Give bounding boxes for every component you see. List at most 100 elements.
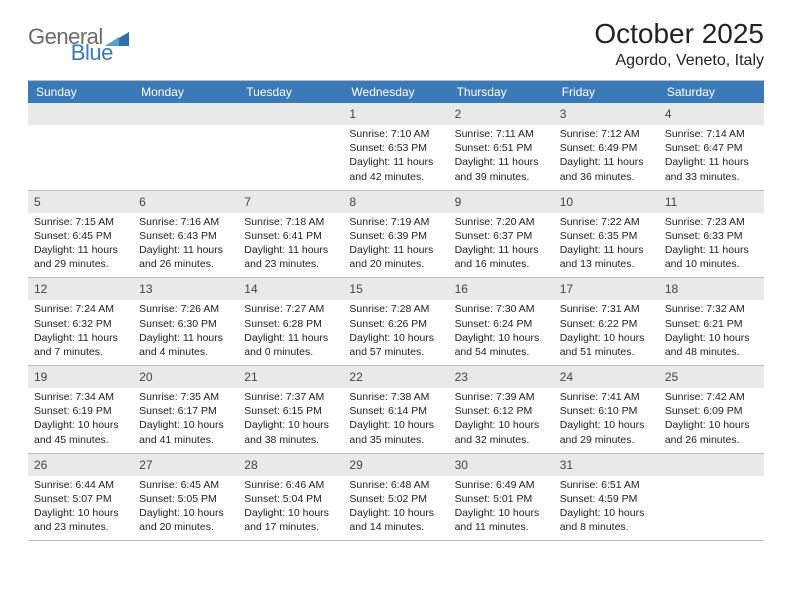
daylight-line: Daylight: 11 hours: [349, 243, 442, 257]
sunrise-line: Sunrise: 7:37 AM: [244, 390, 337, 404]
day-number-bar: 12: [28, 278, 133, 300]
day-cell: 10Sunrise: 7:22 AMSunset: 6:35 PMDayligh…: [554, 191, 659, 278]
day-number: 10: [560, 195, 573, 209]
day-cell: 14Sunrise: 7:27 AMSunset: 6:28 PMDayligh…: [238, 278, 343, 365]
daylight-line: Daylight: 10 hours: [244, 418, 337, 432]
day-cell: [133, 103, 238, 190]
sunset-line: Sunset: 6:33 PM: [665, 229, 758, 243]
sunrise-line: Sunrise: 7:11 AM: [455, 127, 548, 141]
calendar-grid: SundayMondayTuesdayWednesdayThursdayFrid…: [28, 80, 764, 541]
day-number-bar-empty: [28, 103, 133, 125]
sunset-line: Sunset: 6:45 PM: [34, 229, 127, 243]
daylight-line: Daylight: 10 hours: [455, 506, 548, 520]
day-number-bar: 21: [238, 366, 343, 388]
sunrise-line: Sunrise: 7:16 AM: [139, 215, 232, 229]
day-number: 30: [455, 458, 468, 472]
sunset-line: Sunset: 6:35 PM: [560, 229, 653, 243]
day-number: 5: [34, 195, 41, 209]
sunrise-line: Sunrise: 7:35 AM: [139, 390, 232, 404]
sunset-line: Sunset: 5:01 PM: [455, 492, 548, 506]
sunrise-line: Sunrise: 7:39 AM: [455, 390, 548, 404]
daylight-line: and 48 minutes.: [665, 345, 758, 359]
daylight-line: Daylight: 10 hours: [560, 418, 653, 432]
daylight-line: Daylight: 11 hours: [349, 155, 442, 169]
day-cell: 18Sunrise: 7:32 AMSunset: 6:21 PMDayligh…: [659, 278, 764, 365]
sunset-line: Sunset: 6:14 PM: [349, 404, 442, 418]
day-number-bar: 25: [659, 366, 764, 388]
sunrise-line: Sunrise: 6:45 AM: [139, 478, 232, 492]
daylight-line: Daylight: 11 hours: [244, 331, 337, 345]
sunrise-line: Sunrise: 7:23 AM: [665, 215, 758, 229]
daylight-line: and 8 minutes.: [560, 520, 653, 534]
daylight-line: and 14 minutes.: [349, 520, 442, 534]
day-cell: 29 Sunrise: 6:48 AMSunset: 5:02 PMDayligh…: [343, 454, 448, 541]
day-number-bar: 29: [343, 454, 448, 476]
sunset-line: Sunset: 5:07 PM: [34, 492, 127, 506]
sunrise-line: Sunrise: 7:18 AM: [244, 215, 337, 229]
day-cell: 25Sunrise: 7:42 AMSunset: 6:09 PMDayligh…: [659, 366, 764, 453]
sunset-line: Sunset: 6:41 PM: [244, 229, 337, 243]
daylight-line: Daylight: 10 hours: [665, 331, 758, 345]
daylight-line: Daylight: 10 hours: [349, 506, 442, 520]
day-number-bar: 1: [343, 103, 448, 125]
daylight-line: and 33 minutes.: [665, 170, 758, 184]
day-number: 8: [349, 195, 356, 209]
daylight-line: and 45 minutes.: [34, 433, 127, 447]
day-number: 26: [34, 458, 47, 472]
day-number-bar: 7: [238, 191, 343, 213]
sunset-line: Sunset: 6:43 PM: [139, 229, 232, 243]
daylight-line: Daylight: 10 hours: [349, 418, 442, 432]
day-number-bar: 16: [449, 278, 554, 300]
sunset-line: Sunset: 6:39 PM: [349, 229, 442, 243]
day-number-bar: 9: [449, 191, 554, 213]
day-number-bar: 30: [449, 454, 554, 476]
daylight-line: and 32 minutes.: [455, 433, 548, 447]
day-cell: 27Sunrise: 6:45 AMSunset: 5:05 PMDayligh…: [133, 454, 238, 541]
daylight-line: Daylight: 11 hours: [34, 331, 127, 345]
sunrise-line: Sunrise: 7:28 AM: [349, 302, 442, 316]
daylight-line: Daylight: 11 hours: [665, 155, 758, 169]
weekday-header-row: SundayMondayTuesdayWednesdayThursdayFrid…: [28, 81, 764, 103]
daylight-line: and 36 minutes.: [560, 170, 653, 184]
day-number-bar: 24: [554, 366, 659, 388]
daylight-line: and 51 minutes.: [560, 345, 653, 359]
weekday-friday: Friday: [554, 81, 659, 103]
sunset-line: Sunset: 6:32 PM: [34, 317, 127, 331]
day-cell: 7Sunrise: 7:18 AMSunset: 6:41 PMDaylight…: [238, 191, 343, 278]
day-cell: [28, 103, 133, 190]
sunrise-line: Sunrise: 7:31 AM: [560, 302, 653, 316]
day-cell: 17Sunrise: 7:31 AMSunset: 6:22 PMDayligh…: [554, 278, 659, 365]
location: Agordo, Veneto, Italy: [594, 52, 764, 70]
day-cell: 24Sunrise: 7:41 AMSunset: 6:10 PMDayligh…: [554, 366, 659, 453]
daylight-line: and 38 minutes.: [244, 433, 337, 447]
day-number-bar: 27: [133, 454, 238, 476]
day-number: 21: [244, 370, 257, 384]
day-number-bar-empty: [659, 454, 764, 476]
sunset-line: Sunset: 5:05 PM: [139, 492, 232, 506]
sunset-line: Sunset: 5:04 PM: [244, 492, 337, 506]
day-number-bar: 4: [659, 103, 764, 125]
day-cell: 26Sunrise: 6:44 AMSunset: 5:07 PMDayligh…: [28, 454, 133, 541]
day-number-bar: 19: [28, 366, 133, 388]
sunrise-line: Sunrise: 6:51 AM: [560, 478, 653, 492]
sunset-line: Sunset: 4:59 PM: [560, 492, 653, 506]
day-number: 19: [34, 370, 47, 384]
sunrise-line: Sunrise: 7:30 AM: [455, 302, 548, 316]
daylight-line: and 54 minutes.: [455, 345, 548, 359]
sunset-line: Sunset: 5:02 PM: [349, 492, 442, 506]
day-number-bar: 10: [554, 191, 659, 213]
day-number: 25: [665, 370, 678, 384]
daylight-line: Daylight: 11 hours: [34, 243, 127, 257]
day-number: 23: [455, 370, 468, 384]
sunrise-line: Sunrise: 7:24 AM: [34, 302, 127, 316]
sunrise-line: Sunrise: 6:48 AM: [349, 478, 442, 492]
weekday-saturday: Saturday: [659, 81, 764, 103]
sunset-line: Sunset: 6:53 PM: [349, 141, 442, 155]
sunrise-line: Sunrise: 7:19 AM: [349, 215, 442, 229]
sunset-line: Sunset: 6:51 PM: [455, 141, 548, 155]
day-number: 31: [560, 458, 573, 472]
day-cell: 4Sunrise: 7:14 AMSunset: 6:47 PMDaylight…: [659, 103, 764, 190]
sunrise-line: Sunrise: 7:22 AM: [560, 215, 653, 229]
daylight-line: and 26 minutes.: [665, 433, 758, 447]
day-number-bar: 18: [659, 278, 764, 300]
